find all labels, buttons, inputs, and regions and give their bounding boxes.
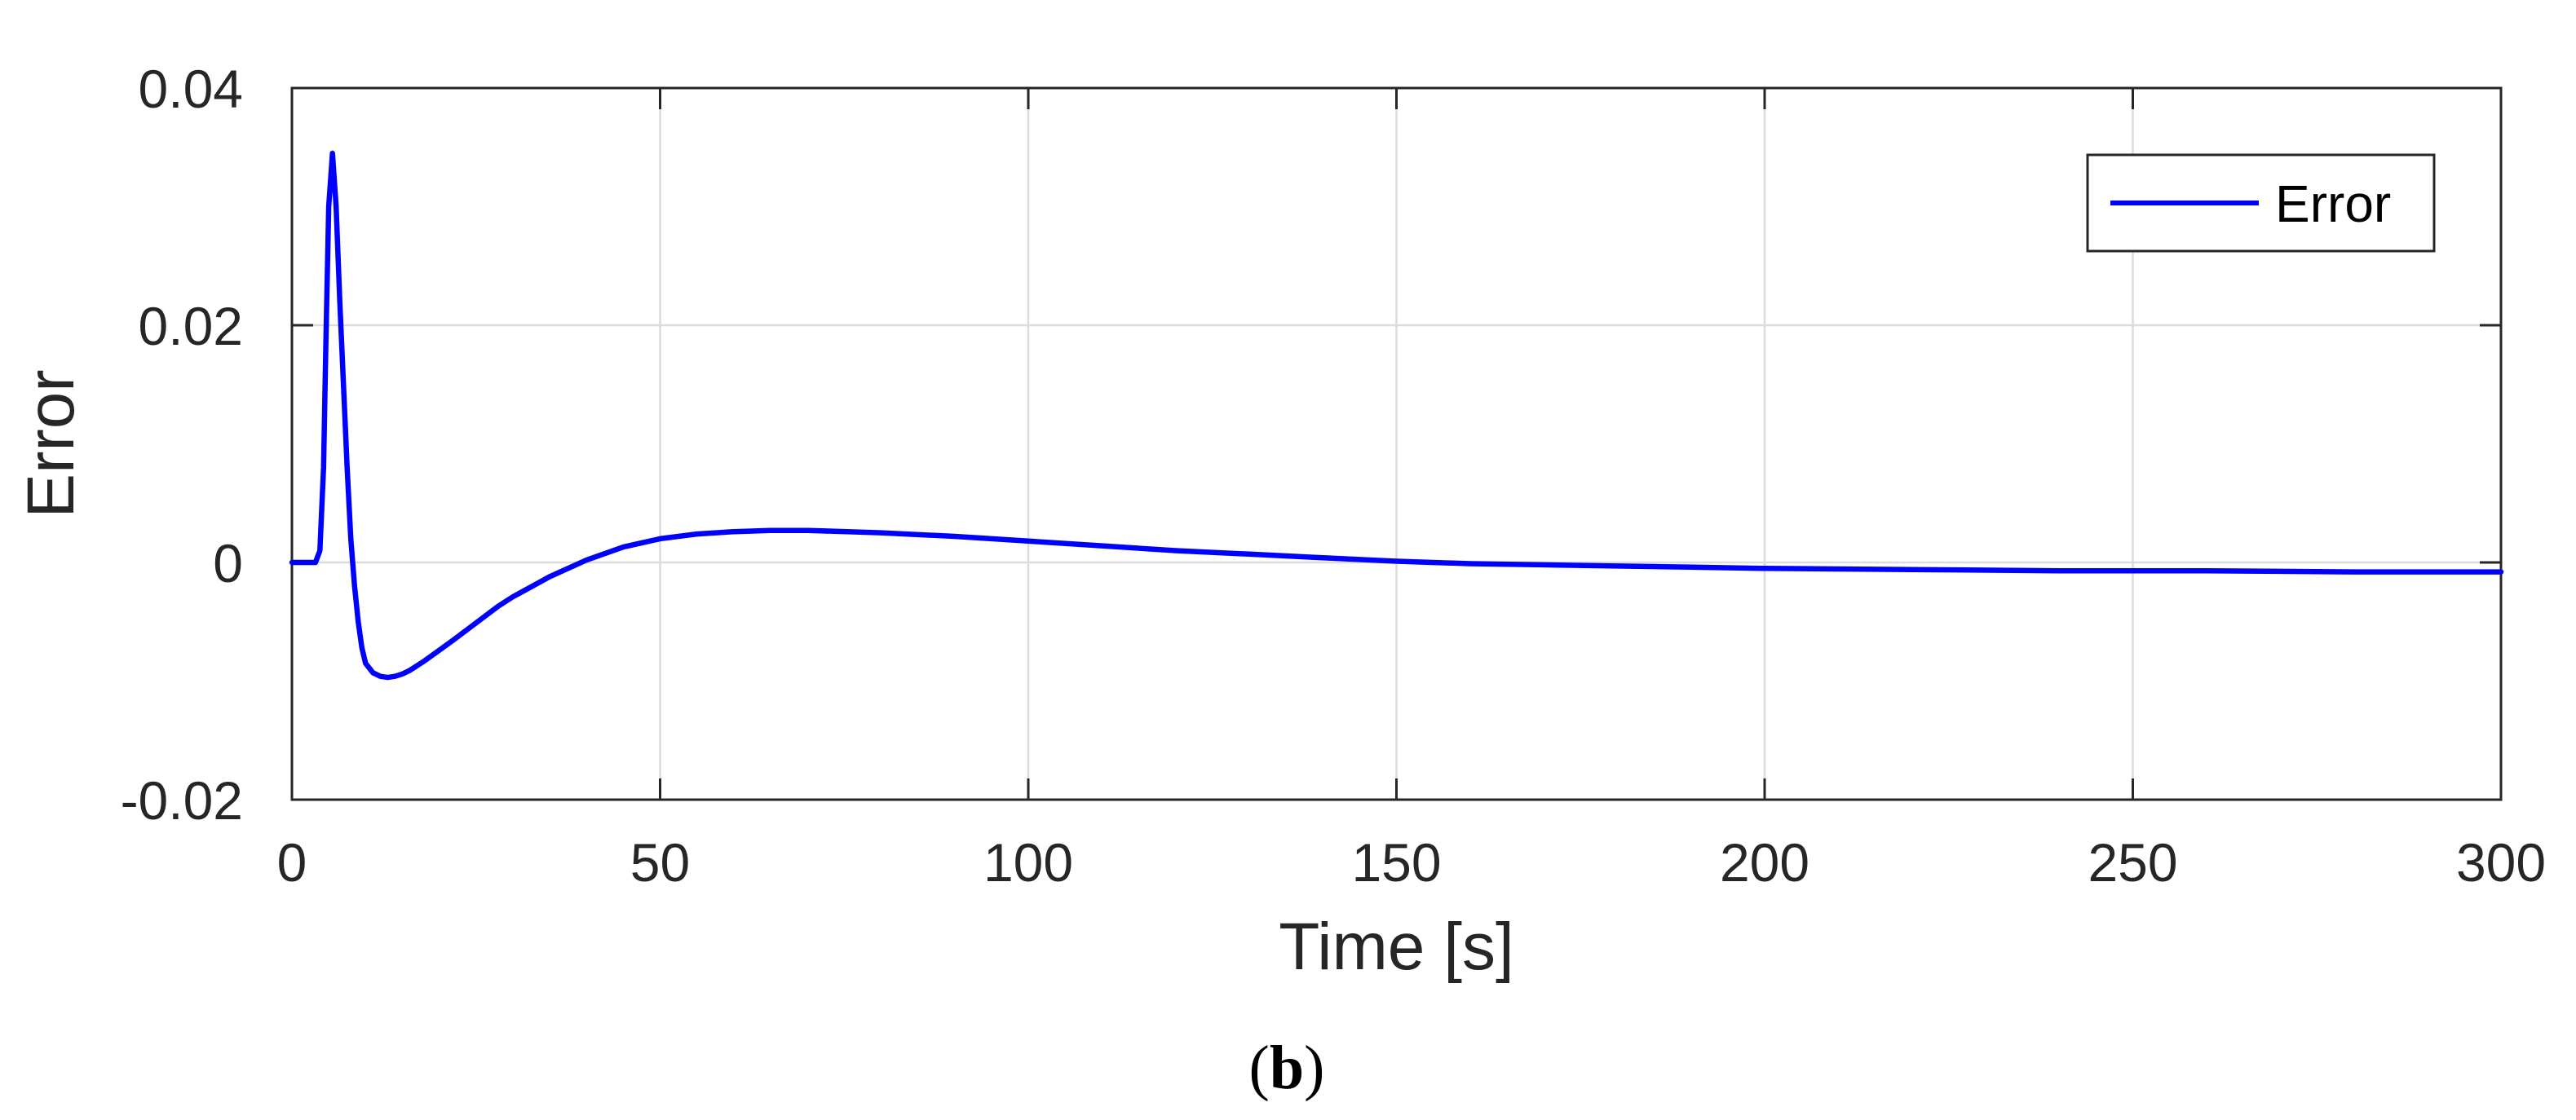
y-tick-labels: -0.02 0 0.02 0.04 <box>121 59 243 831</box>
x-tick-label: 300 <box>2456 832 2546 893</box>
caption-letter: b <box>1270 1034 1304 1102</box>
x-axis-title: Time [s] <box>1279 910 1514 984</box>
y-tick-label: -0.02 <box>121 770 243 831</box>
y-tick-label: 0.04 <box>139 59 243 119</box>
caption-close-paren: ) <box>1304 1034 1324 1102</box>
y-tick-label: 0 <box>213 533 243 593</box>
x-tick-label: 250 <box>2088 832 2177 893</box>
figure-caption: (b) <box>1249 1034 1325 1102</box>
series-line-error <box>289 150 2504 681</box>
y-axis-title: Error <box>14 369 88 518</box>
x-tick-labels: 0 50 100 150 200 250 300 <box>277 832 2546 893</box>
caption-open-paren: ( <box>1249 1034 1270 1102</box>
y-tick-label: 0.02 <box>139 296 243 356</box>
x-tick-label: 150 <box>1351 832 1441 893</box>
x-tick-label: 100 <box>983 832 1073 893</box>
x-tick-label: 0 <box>277 832 307 893</box>
legend-label-error: Error <box>2275 174 2391 233</box>
legend: Error <box>2086 153 2436 253</box>
x-tick-label: 200 <box>1720 832 1809 893</box>
x-tick-label: 50 <box>630 832 690 893</box>
series-lines <box>289 150 2504 681</box>
